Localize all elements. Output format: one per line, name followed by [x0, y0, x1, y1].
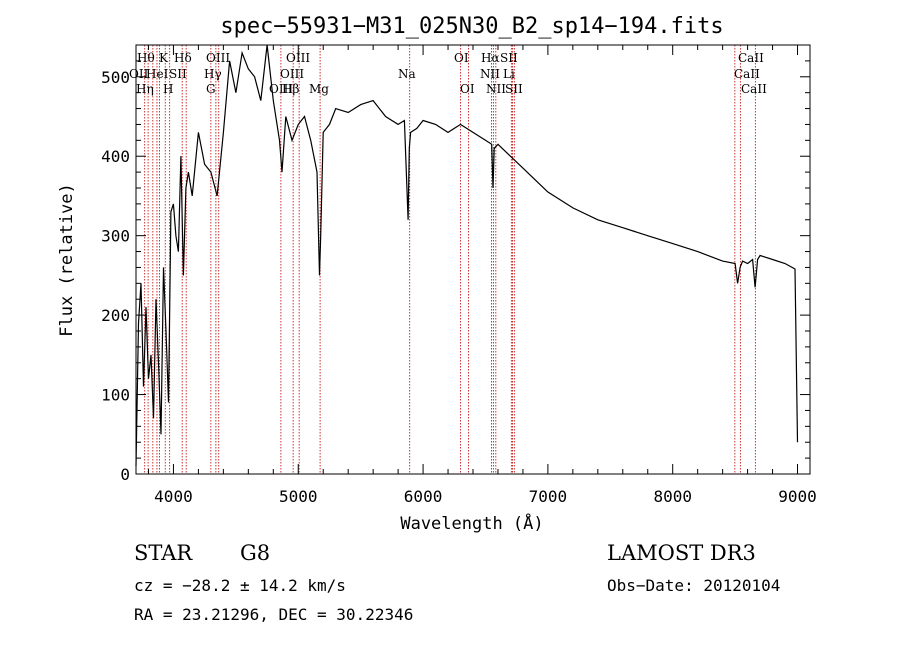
- line-label: NII: [486, 82, 506, 96]
- line-label: Hθ: [137, 51, 155, 65]
- x-tick-label: 4000: [154, 487, 193, 506]
- x-tick-label: 5000: [279, 487, 318, 506]
- object-subclass: G8: [240, 541, 271, 565]
- y-tick-label: 200: [101, 306, 130, 325]
- x-axis-label: Wavelength (Å): [400, 512, 543, 534]
- x-tick-label: 8000: [653, 487, 692, 506]
- line-label: Na: [398, 67, 416, 81]
- line-label: Hδ: [174, 51, 192, 65]
- line-label: SII: [500, 51, 518, 65]
- chart-title: spec−55931−M31_025N30_B2_sp14−194.fits: [220, 14, 723, 39]
- redshift-cz: cz = −28.2 ± 14.2 km/s: [134, 576, 346, 595]
- line-label: H: [163, 82, 173, 96]
- line-label: OII: [129, 67, 149, 81]
- line-label: Hβ: [282, 82, 299, 96]
- x-tick-label: 7000: [529, 487, 568, 506]
- coordinates: RA = 23.21296, DEC = 30.22346: [134, 605, 414, 624]
- y-tick-label: 300: [101, 227, 130, 246]
- line-label: OI: [454, 51, 469, 65]
- line-label: CaII: [741, 82, 767, 96]
- line-label: Hα: [481, 51, 500, 65]
- line-label: OIII: [286, 51, 310, 65]
- line-label: NII: [480, 67, 500, 81]
- line-label: OIII: [280, 67, 304, 81]
- line-label: G: [206, 82, 216, 96]
- y-tick-label: 400: [101, 147, 130, 166]
- line-label: K: [159, 51, 169, 65]
- obs-date: Obs−Date: 20120104: [607, 576, 781, 595]
- line-label: Mg: [309, 82, 329, 96]
- plot-frame: [135, 44, 811, 475]
- line-label: OI: [460, 82, 475, 96]
- x-tick-label: 6000: [404, 487, 443, 506]
- line-label: CaII: [734, 67, 760, 81]
- spectrum-line: [135, 44, 799, 467]
- y-tick-label: 0: [120, 465, 130, 484]
- y-tick-label: 500: [101, 68, 130, 87]
- line-label: Hη: [136, 82, 154, 96]
- line-label: SII: [505, 82, 523, 96]
- line-label: CaII: [738, 51, 764, 65]
- line-label: Li: [503, 67, 515, 81]
- y-axis-label: Flux (relative): [57, 183, 77, 337]
- y-tick-label: 100: [101, 386, 130, 405]
- line-label: OIII: [269, 82, 293, 96]
- line-label: OIII: [206, 51, 230, 65]
- axis-ticks: 4000 5000 6000 7000 8000 9000 0 100 200 300 400 500: [101, 45, 817, 506]
- survey-name: LAMOST DR3: [607, 541, 756, 565]
- line-label: HeI: [146, 67, 169, 81]
- line-label: Hγ: [204, 67, 222, 81]
- x-tick-label: 9000: [778, 487, 817, 506]
- object-class: STAR: [134, 541, 193, 565]
- line-label: SII: [169, 67, 187, 81]
- emission-lines: [144, 45, 756, 474]
